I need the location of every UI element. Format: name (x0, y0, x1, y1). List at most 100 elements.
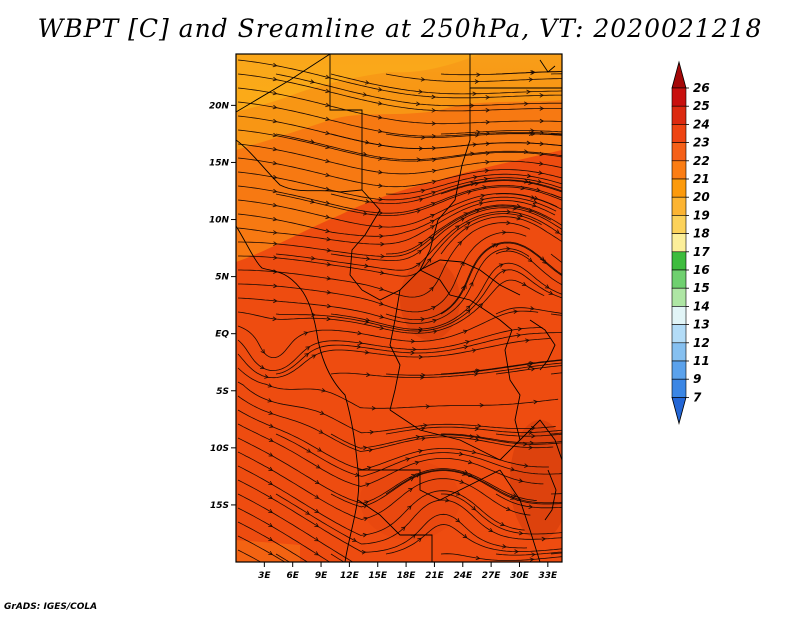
colorbar-label: 22 (693, 154, 710, 168)
streamline-arrow (364, 263, 370, 269)
streamline-arrow (415, 435, 421, 440)
streamline-arrow (377, 101, 383, 106)
streamline-arrow (268, 452, 274, 457)
streamline (237, 200, 556, 245)
lon-tick-label: 27E (482, 571, 502, 581)
colorbar-swatch (671, 306, 687, 325)
streamline-arrow (432, 318, 438, 324)
streamline-arrow (268, 494, 274, 500)
streamline-arrow (418, 354, 424, 360)
streamline-arrow (458, 451, 464, 457)
streamline-arrow (518, 530, 524, 536)
streamline-arrow (268, 522, 274, 528)
streamline-arrow (526, 173, 532, 179)
streamline-arrow (314, 537, 319, 542)
streamline-arrow (416, 262, 421, 267)
lon-tick-label: 3E (258, 571, 271, 581)
streamline-arrow (480, 193, 486, 199)
streamline-arrow (506, 220, 511, 226)
streamline-arrow (377, 87, 383, 92)
streamline (238, 222, 531, 298)
streamline-arrow (362, 211, 368, 216)
streamline (495, 250, 562, 286)
streamline (275, 553, 291, 562)
streamline-arrow (432, 329, 438, 334)
streamline-arrow (272, 104, 278, 110)
streamline-arrow (368, 448, 374, 453)
colorbar-swatch (671, 215, 687, 234)
streamline-arrow (364, 500, 370, 505)
streamline-arrow (414, 460, 420, 466)
streamline-arrow (467, 459, 473, 465)
streamline (330, 179, 562, 204)
streamline-arrow (539, 118, 545, 124)
streamline-arrow (361, 550, 367, 555)
streamline-arrow (528, 180, 533, 185)
streamline-arrow (365, 199, 371, 204)
streamline (275, 493, 562, 545)
streamline (237, 87, 562, 125)
streamline-arrow (273, 241, 278, 246)
streamline (237, 338, 550, 379)
streamline-arrow (431, 179, 437, 185)
streamline-arrow (528, 445, 534, 450)
streamline (330, 262, 562, 330)
streamline (550, 193, 562, 199)
streamline-arrow (461, 471, 467, 476)
streamline (237, 310, 539, 358)
streamline-arrow (364, 349, 370, 355)
streamline-arrow (305, 510, 311, 515)
streamline (237, 507, 331, 562)
streamline-arrow (418, 326, 424, 332)
streamline-arrow (470, 181, 476, 187)
streamline-arrow (516, 216, 522, 221)
streamline-arrow (380, 254, 386, 259)
streamline (237, 451, 531, 520)
streamline (440, 553, 562, 561)
streamline-arrow (416, 209, 422, 214)
colorbar-label: 14 (693, 299, 710, 313)
streamline-arrow (415, 101, 421, 106)
country-borders (236, 54, 562, 562)
lat-tick-label: 20N (209, 101, 230, 111)
lat-tick-label: 5S (216, 387, 229, 397)
streamline-arrow (365, 256, 371, 261)
streamline-arrow (472, 142, 478, 147)
streamline-arrow (520, 185, 526, 191)
streamline-arrow (378, 210, 384, 216)
streamline (237, 437, 537, 504)
lon-tick-label: 12E (340, 571, 360, 581)
streamline-arrow (268, 508, 274, 514)
streamline-arrow (421, 372, 426, 378)
streamline-arrow (514, 549, 519, 554)
streamline-arrow (428, 236, 434, 241)
streamline-arrow (506, 246, 511, 251)
streamline (237, 129, 562, 162)
streamline-arrow (378, 183, 384, 188)
streamline-arrow (430, 202, 436, 207)
streamline (385, 469, 562, 504)
streamline-arrow (369, 430, 375, 435)
streamline-arrow (529, 361, 535, 366)
streamline-arrow (478, 201, 484, 206)
streamline (237, 73, 562, 112)
streamline (440, 216, 562, 255)
streamline-arrow (268, 466, 274, 471)
streamline-arrow (530, 195, 536, 200)
streamline (495, 307, 562, 315)
streamline-arrow (364, 80, 370, 85)
streamline-arrow (325, 172, 331, 178)
streamline-arrow (516, 333, 522, 338)
colorbar-swatch (671, 269, 687, 289)
colorbar-label: 11 (693, 354, 710, 368)
streamline-arrow (318, 429, 324, 434)
streamline-arrow (410, 339, 416, 344)
streamline-arrow (472, 91, 477, 97)
streamline-arrow (272, 230, 278, 235)
streamline (440, 359, 562, 375)
colorbar-label: 25 (693, 99, 710, 113)
streamline-arrow (523, 101, 529, 107)
streamline-arrow (494, 243, 500, 248)
streamline (237, 248, 530, 324)
streamline-arrow (529, 306, 535, 311)
